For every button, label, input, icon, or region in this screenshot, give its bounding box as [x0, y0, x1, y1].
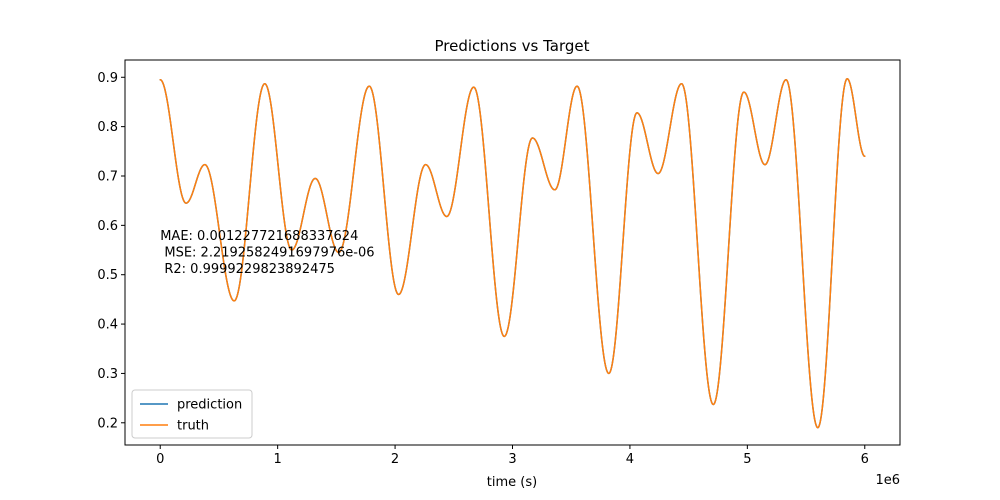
x-tick-label: 0 — [156, 452, 164, 467]
y-tick-label: 0.4 — [97, 318, 118, 333]
legend-label-truth: truth — [177, 419, 209, 434]
chart-title: Predictions vs Target — [435, 37, 590, 55]
legend-box — [131, 389, 253, 439]
y-tick-label: 0.7 — [97, 169, 118, 184]
y-tick-label: 0.8 — [97, 120, 118, 135]
y-tick-label: 0.3 — [97, 367, 118, 382]
annotation-line: MSE: 2.2192582491697976e-06 — [160, 246, 374, 261]
y-tick-label: 0.5 — [97, 268, 118, 283]
y-tick-label: 0.9 — [97, 71, 118, 86]
axes-frame — [124, 59, 901, 446]
x-tick-label: 1 — [274, 452, 282, 467]
y-tick-label: 0.6 — [97, 219, 118, 234]
x-tick-label: 3 — [508, 452, 516, 467]
x-tick-label: 5 — [743, 452, 751, 467]
x-tick-label: 2 — [391, 452, 399, 467]
plot-area — [159, 78, 866, 429]
series-line-truth — [159, 78, 866, 429]
x-tick-label: 4 — [626, 452, 634, 467]
metrics-annotation: MAE: 0.001227721688337624 MSE: 2.2192582… — [160, 229, 374, 277]
x-tick-label: 6 — [861, 452, 869, 467]
annotation-line: R2: 0.9999229823892475 — [160, 262, 335, 277]
y-tick-label: 0.2 — [97, 416, 118, 431]
axes: 0 1 2 3 4 5 6 0.2 0.3 0.4 0.5 0.6 0.7 0.8 0.9 — [97, 71, 869, 467]
x-offset-label: 1e6 — [875, 473, 900, 488]
annotation-line: MAE: 0.001227721688337624 — [160, 229, 358, 244]
legend: prediction truth — [131, 389, 253, 439]
legend-label-prediction: prediction — [177, 398, 242, 413]
x-axis-label: time (s) — [487, 475, 537, 490]
